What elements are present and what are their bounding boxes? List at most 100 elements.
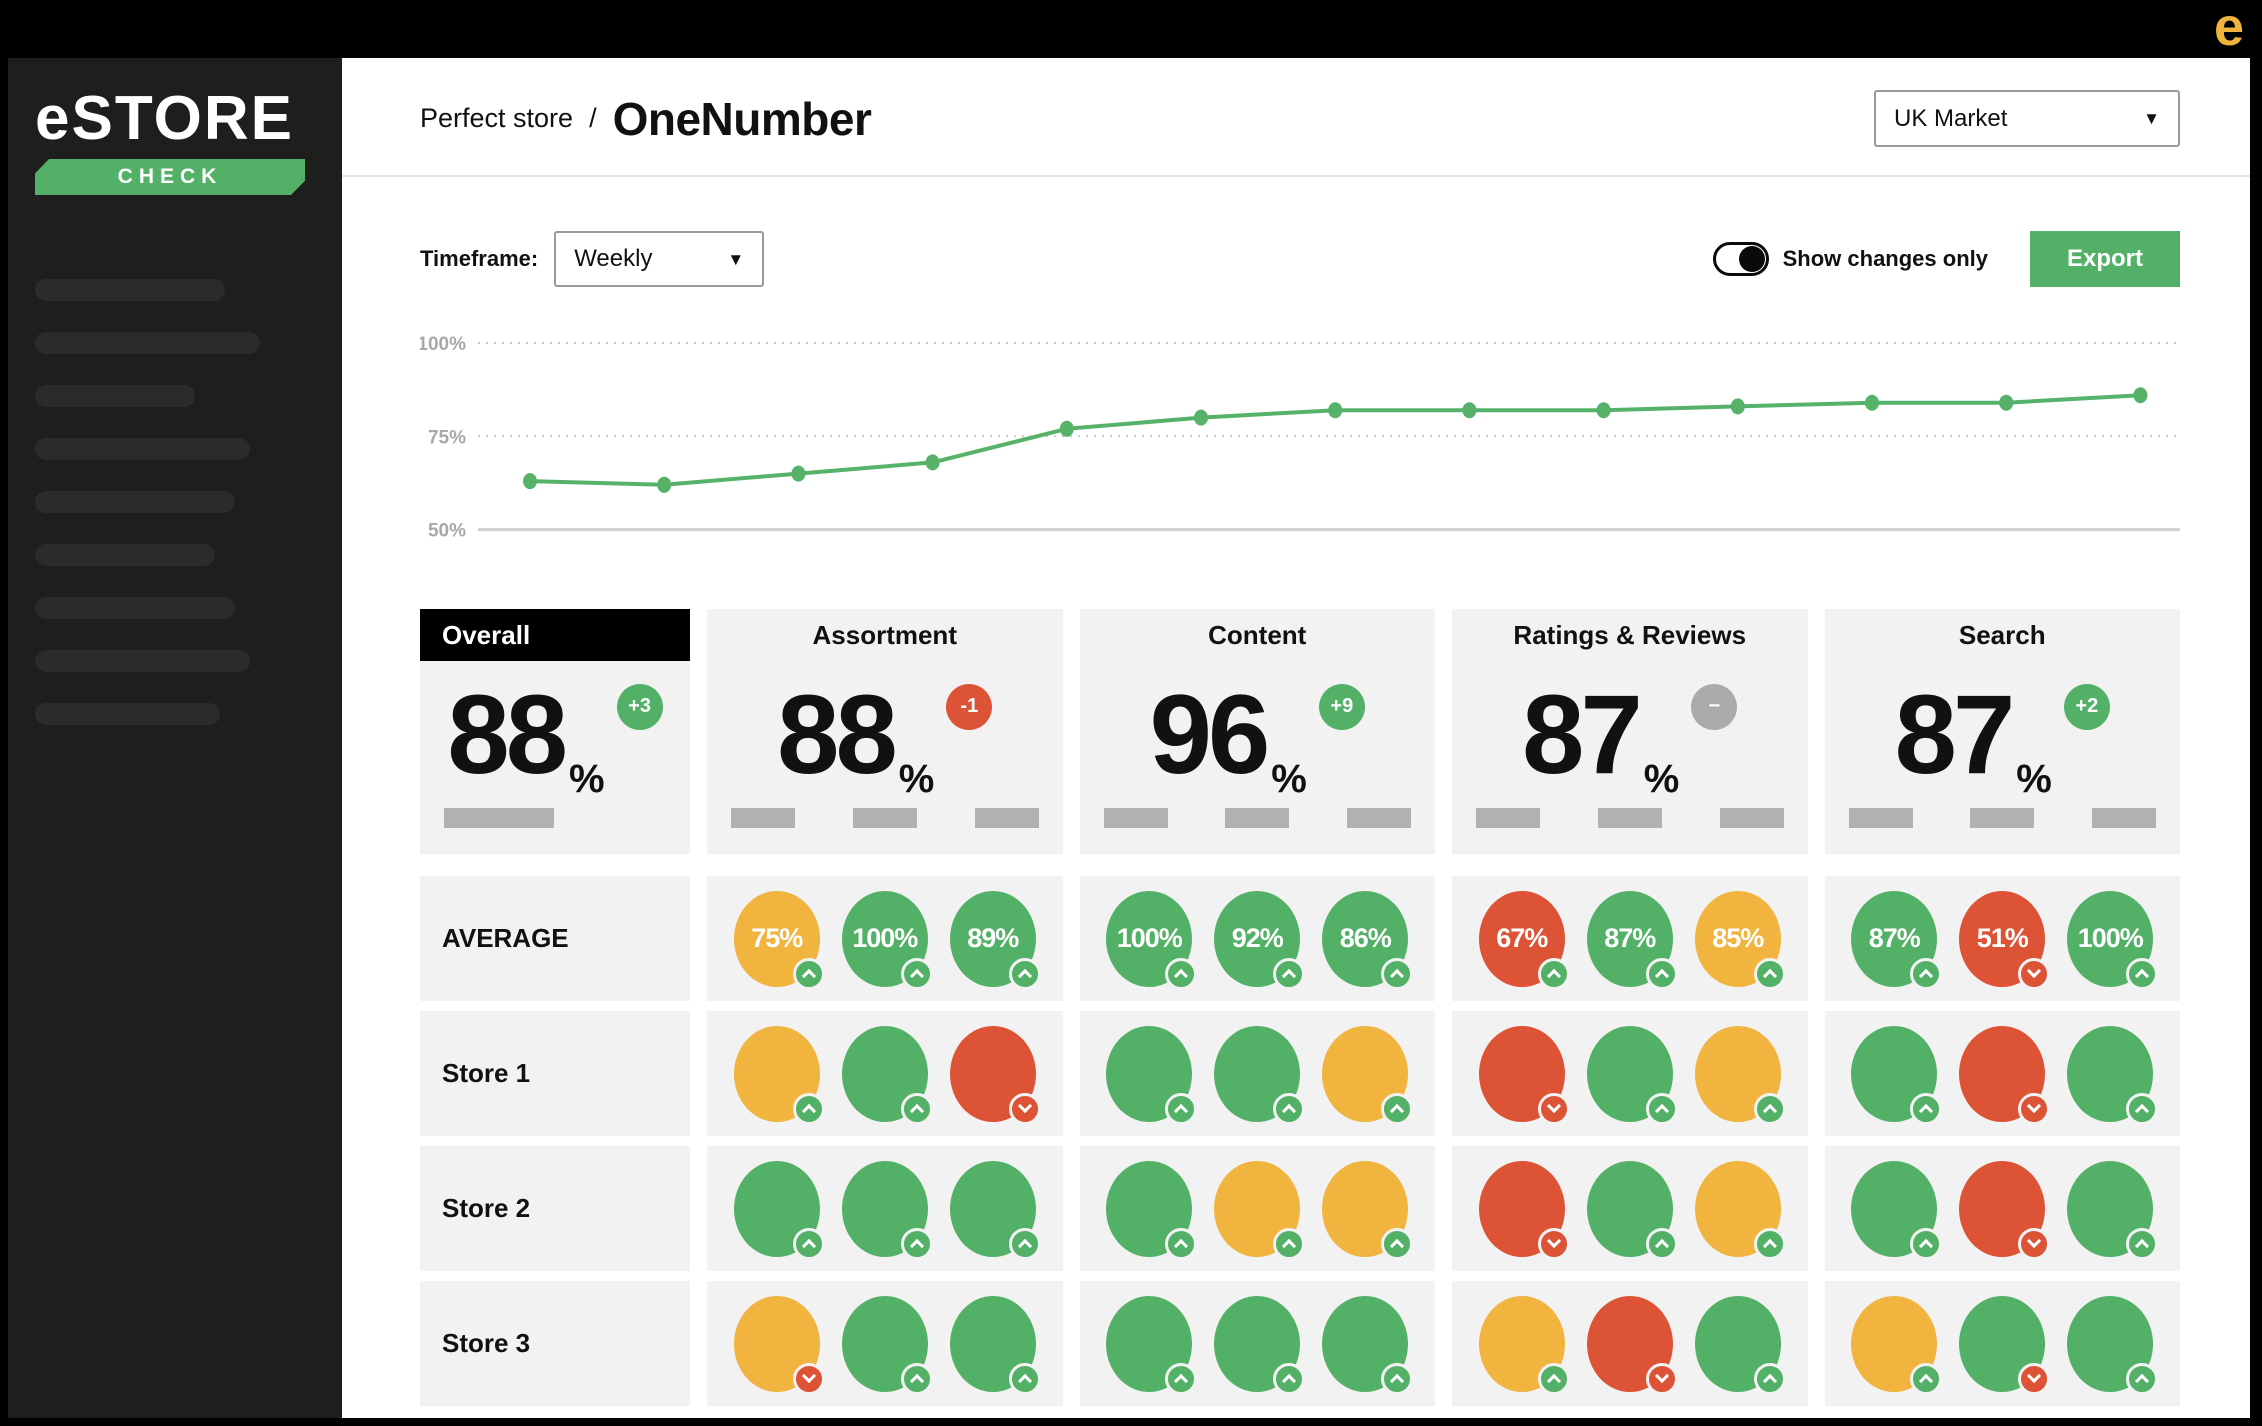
scorecard-title-ratings-reviews[interactable]: Ratings & Reviews	[1452, 609, 1808, 661]
score-circle[interactable]	[1586, 1160, 1678, 1260]
score-unit: %	[2016, 757, 2052, 801]
score-circle[interactable]	[841, 1160, 933, 1260]
top-bar: e	[0, 0, 2262, 58]
cell-store-3-assortment	[707, 1281, 1063, 1406]
chevron-up-glyph	[1174, 1103, 1189, 1119]
score-circle[interactable]	[1478, 1160, 1570, 1260]
score-circle[interactable]: 100%	[2067, 890, 2159, 990]
score-circle[interactable]	[2067, 1025, 2159, 1125]
scorecard-ratings-reviews[interactable]: Ratings & Reviews 87% −	[1452, 609, 1808, 854]
sidebar-skeleton-item	[35, 279, 225, 301]
chevron-up-glyph	[2135, 1373, 2150, 1389]
score-circle[interactable]	[733, 1025, 825, 1125]
score-circle[interactable]	[1851, 1295, 1943, 1395]
trend-up-icon	[1008, 1227, 1041, 1260]
delta-badge-down: -1	[946, 683, 993, 730]
chevron-up-glyph	[1017, 968, 1032, 984]
score-circle[interactable]	[1322, 1295, 1414, 1395]
trend-up-icon	[1645, 957, 1678, 990]
scorecard-title-overall[interactable]: Overall	[420, 609, 690, 661]
score-circle-value: 51%	[1976, 923, 2029, 953]
score-circle[interactable]	[949, 1025, 1041, 1125]
score-circle[interactable]	[1478, 1025, 1570, 1125]
timeframe-label: Timeframe:	[420, 246, 539, 271]
score-circle[interactable]	[1586, 1025, 1678, 1125]
score-circle[interactable]: 87%	[1851, 890, 1943, 990]
score-circle[interactable]: 100%	[841, 890, 933, 990]
cell-store-1-search	[1824, 1011, 2180, 1136]
show-changes-toggle[interactable]	[1712, 242, 1769, 276]
score-circle[interactable]: 89%	[949, 890, 1041, 990]
score-circle[interactable]	[2067, 1295, 2159, 1395]
chevron-up-glyph	[1919, 1373, 1934, 1389]
score-circle[interactable]	[949, 1160, 1041, 1260]
score-circle[interactable]	[1106, 1160, 1198, 1260]
chevron-up-glyph	[1919, 1238, 1934, 1254]
row-label-average: AVERAGE	[420, 876, 690, 1001]
score-circle[interactable]: 85%	[1694, 890, 1786, 990]
scorecard-title-content[interactable]: Content	[1080, 609, 1436, 661]
sidebar-skeleton-item	[35, 332, 260, 354]
scorecard-value-ratings-reviews: 87% −	[1452, 661, 1808, 808]
score-circle[interactable]	[1694, 1025, 1786, 1125]
scorecard-title-search[interactable]: Search	[1825, 609, 2181, 661]
trend-up-icon	[1165, 1092, 1198, 1125]
cell-store-1-content	[1079, 1011, 1435, 1136]
score-circle[interactable]	[1694, 1295, 1786, 1395]
score-circle[interactable]	[1851, 1160, 1943, 1260]
score-circle[interactable]	[1214, 1025, 1306, 1125]
scorecard-assortment[interactable]: Assortment 88% -1	[707, 609, 1063, 854]
timeframe-select[interactable]: Weekly ▼	[554, 231, 765, 287]
scorecard-search[interactable]: Search 87% +2	[1824, 609, 2181, 854]
score-circle[interactable]	[949, 1295, 1041, 1395]
chevron-up-glyph	[1654, 1103, 1669, 1119]
chevron-up-glyph	[1282, 1238, 1297, 1254]
trend-up-icon	[1165, 1227, 1198, 1260]
score-circle[interactable]	[1694, 1160, 1786, 1260]
score-circle[interactable]	[733, 1160, 825, 1260]
trend-up-icon	[2126, 1362, 2159, 1395]
score-circle[interactable]	[1214, 1160, 1306, 1260]
score-unit: %	[1271, 757, 1307, 801]
scorecard-content[interactable]: Content 96% +9	[1079, 609, 1436, 854]
chevron-up-glyph	[1919, 1103, 1934, 1119]
score-circle[interactable]: 87%	[1586, 890, 1678, 990]
score-circle[interactable]: 67%	[1478, 890, 1570, 990]
score-circle[interactable]	[841, 1295, 933, 1395]
score-circle[interactable]	[1106, 1025, 1198, 1125]
score-circle[interactable]	[1478, 1295, 1570, 1395]
score-circle[interactable]	[2067, 1160, 2159, 1260]
score-circle[interactable]	[1851, 1025, 1943, 1125]
score-circle[interactable]	[1959, 1295, 2051, 1395]
score-circle[interactable]	[1106, 1295, 1198, 1395]
trend-up-icon	[1273, 1227, 1306, 1260]
export-button[interactable]: Export	[2030, 231, 2180, 287]
score-circle[interactable]	[1586, 1295, 1678, 1395]
score-circle[interactable]: 92%	[1214, 890, 1306, 990]
score-circle[interactable]	[733, 1295, 825, 1395]
score-circle-value: 67%	[1496, 923, 1548, 953]
sidebar: eSTORE CHECK	[8, 58, 342, 1418]
trend-up-icon	[792, 1227, 825, 1260]
score-circle[interactable]	[1322, 1160, 1414, 1260]
estore-logo: eSTORE CHECK	[8, 88, 342, 195]
score-circle[interactable]	[841, 1025, 933, 1125]
score-circle[interactable]	[1214, 1295, 1306, 1395]
score-circle[interactable]: 51%	[1959, 890, 2051, 990]
score-circle-value: 86%	[1339, 923, 1392, 953]
score-circle[interactable]: 86%	[1322, 890, 1414, 990]
placeholder-bar	[731, 808, 795, 828]
breadcrumb-perfect-store[interactable]: Perfect store	[420, 103, 574, 133]
score-circle[interactable]: 75%	[733, 890, 825, 990]
market-select[interactable]: UK Market ▼	[1874, 90, 2180, 147]
score-circle[interactable]: 100%	[1106, 890, 1198, 990]
chevron-up-glyph	[1390, 968, 1405, 984]
scorecard-overall[interactable]: Overall 88% +3	[420, 609, 690, 854]
trend-up-icon	[792, 1092, 825, 1125]
estore-check-badge: CHECK	[35, 159, 305, 195]
score-circle[interactable]	[1959, 1160, 2051, 1260]
score-circle[interactable]	[1959, 1025, 2051, 1125]
scorecard-title-assortment[interactable]: Assortment	[707, 609, 1063, 661]
cell-average-search: 87% 51% 100%	[1824, 876, 2180, 1001]
score-circle[interactable]	[1322, 1025, 1414, 1125]
